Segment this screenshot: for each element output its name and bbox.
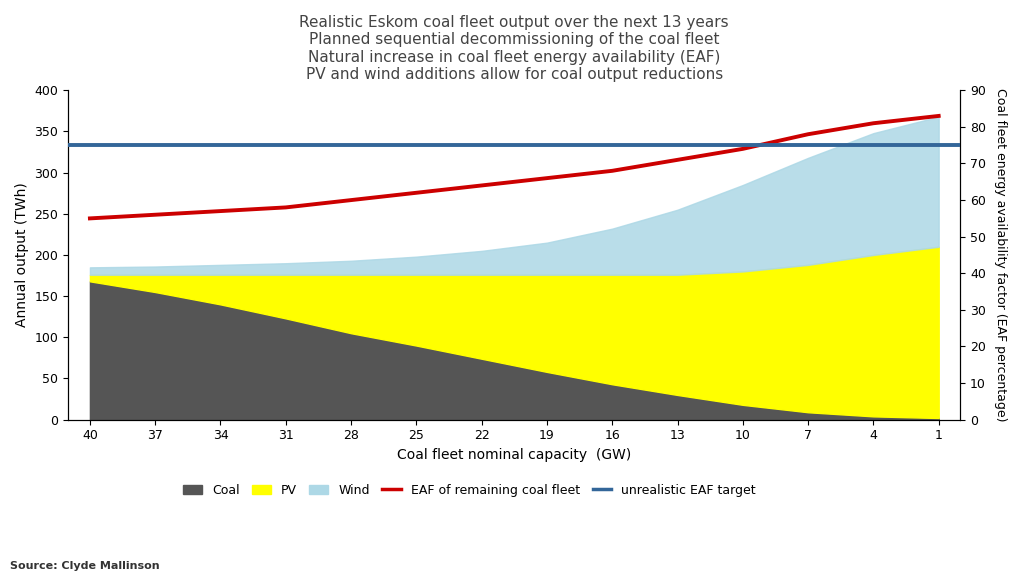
Legend: Coal, PV, Wind, EAF of remaining coal fleet, unrealistic EAF target: Coal, PV, Wind, EAF of remaining coal fl… bbox=[179, 478, 761, 501]
Title: Realistic Eskom coal fleet output over the next 13 years
Planned sequential deco: Realistic Eskom coal fleet output over t… bbox=[299, 15, 729, 82]
Y-axis label: Coal fleet energy availability factor (EAF percentage): Coal fleet energy availability factor (E… bbox=[994, 88, 1007, 421]
X-axis label: Coal fleet nominal capacity  (GW): Coal fleet nominal capacity (GW) bbox=[398, 448, 632, 462]
Text: Source: Clyde Mallinson: Source: Clyde Mallinson bbox=[10, 561, 159, 571]
Y-axis label: Annual output (TWh): Annual output (TWh) bbox=[15, 183, 29, 327]
